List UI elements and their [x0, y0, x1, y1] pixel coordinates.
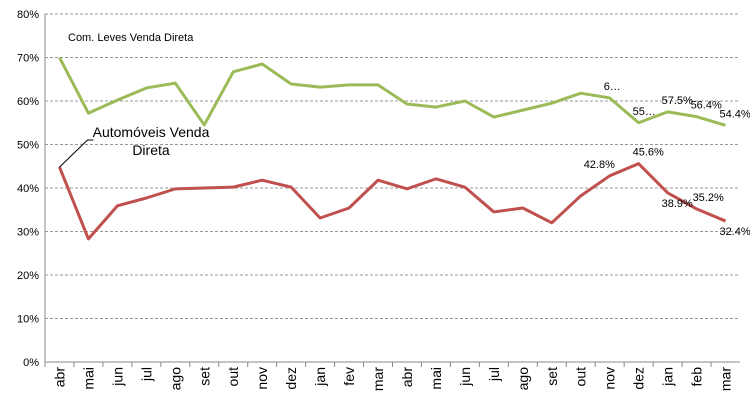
y-tick-label: 20% — [17, 270, 39, 282]
y-tick-label: 50% — [17, 140, 39, 152]
x-tick-label: jan — [312, 367, 328, 387]
x-tick-label: mai — [428, 367, 444, 390]
series-line — [58, 56, 726, 127]
x-tick-label: mar — [370, 367, 386, 391]
x-tick-label: nov — [254, 367, 270, 390]
x-tick-label: mai — [80, 367, 96, 390]
x-tick-label: dez — [631, 367, 647, 390]
data-label: 45.6% — [633, 147, 664, 159]
series-line — [58, 162, 727, 241]
y-tick-label: 0% — [23, 357, 39, 369]
series-label: Com. Leves Venda Direta — [68, 32, 194, 44]
y-tick-label: 10% — [17, 314, 39, 326]
data-label: 6… — [604, 81, 621, 93]
y-tick-label: 40% — [17, 183, 39, 195]
y-tick-label: 60% — [17, 96, 39, 108]
data-label: 32.4% — [720, 226, 750, 238]
x-tick-label: abr — [51, 367, 67, 388]
x-tick-label: dez — [283, 367, 299, 390]
x-tick-label: jan — [660, 367, 676, 387]
data-label: 38.9% — [662, 198, 693, 210]
x-tick-label: abr — [399, 367, 415, 388]
y-tick-label: 70% — [17, 53, 39, 65]
leader-line — [59, 139, 94, 168]
x-tick-label: jun — [109, 367, 125, 387]
x-tick-label: ago — [515, 367, 531, 391]
x-tick-label: fev — [341, 367, 357, 386]
x-tick-label: jul — [486, 367, 502, 382]
data-label: 54.4% — [720, 108, 750, 120]
x-tick-label: set — [544, 367, 560, 386]
x-tick-label: ago — [167, 367, 183, 391]
data-label: 57.5% — [662, 95, 693, 107]
x-tick-label: out — [573, 367, 589, 387]
x-tick-label: out — [225, 367, 241, 387]
data-label: 35.2% — [693, 192, 724, 204]
x-tick-label: set — [196, 367, 212, 386]
data-label: 56.4% — [691, 100, 722, 112]
y-tick-label: 80% — [17, 9, 39, 21]
y-tick-label: 30% — [17, 227, 39, 239]
series-label: Automóveis Venda Direta — [92, 124, 210, 158]
x-tick-label: feb — [689, 367, 705, 387]
x-tick-label: mar — [718, 367, 734, 391]
x-tick-label: jun — [457, 367, 473, 387]
data-label: 55… — [633, 106, 656, 118]
x-tick-label: nov — [602, 367, 618, 390]
data-label: 42.8% — [584, 159, 615, 171]
x-tick-label: jul — [138, 367, 154, 382]
